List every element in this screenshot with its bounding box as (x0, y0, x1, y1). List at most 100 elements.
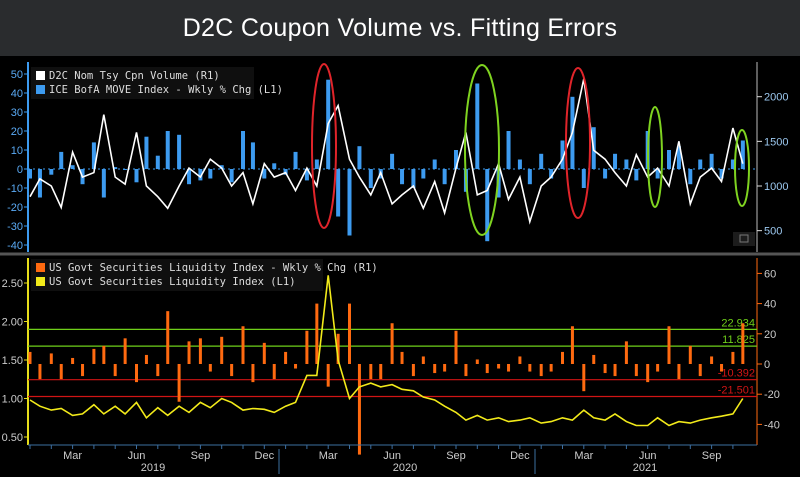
liquidity-chg-bar (741, 323, 745, 364)
liquidity-chg-bar (475, 359, 479, 364)
move-bar (28, 169, 32, 179)
bottom-right-tick-label: 40 (764, 299, 776, 311)
move-bar (560, 140, 565, 169)
move-bar (655, 169, 660, 179)
x-month-label: Sep (191, 450, 211, 462)
liquidity-chg-bar (379, 364, 383, 380)
liquidity-chg-bar (187, 341, 191, 364)
move-bar (549, 169, 554, 179)
liquidity-chg-bar (38, 364, 42, 380)
liquidity-chg-bar (390, 323, 394, 364)
move-bar (165, 131, 170, 169)
move-bar (336, 169, 341, 217)
x-month-label: Sep (446, 450, 466, 462)
move-bar (634, 169, 639, 181)
x-month-label: Mar (319, 450, 338, 462)
chart-type-button[interactable] (733, 232, 755, 246)
liquidity-chg-bar (71, 357, 75, 364)
move-bar (581, 169, 586, 188)
liquidity-chg-bar (613, 364, 617, 377)
bottom-right-tick-label: 20 (764, 329, 776, 341)
x-month-label: Mar (63, 450, 82, 462)
move-bar (59, 151, 64, 169)
move-bar (475, 83, 480, 169)
top-right-tick-label: 1500 (764, 136, 788, 148)
chart-canvas: 50 40 30 20 10 0 -10 -20 -30 -40 2000 1500 1000 500 D2… (0, 56, 800, 477)
reference-line-label: -10.392 (718, 368, 755, 380)
liquidity-chg-bar (507, 364, 511, 372)
top-legend-box (31, 67, 254, 99)
top-left-tick-label: -30 (7, 221, 23, 233)
liquidity-chg-bar (315, 303, 319, 364)
red-ellipse-mar-2020 (311, 63, 337, 229)
move-bar (123, 169, 128, 170)
liquidity-chg-bar (198, 338, 202, 364)
top-left-tick-label: 0 (17, 164, 23, 176)
top-left-tick-label: -20 (7, 202, 23, 214)
bottom-left-tick-label: 1.00 (2, 394, 23, 406)
liquidity-chg-bar (348, 303, 351, 364)
move-bar (250, 142, 255, 169)
annotations (311, 63, 750, 236)
x-month-label: Sep (702, 450, 722, 462)
legend-swatch-liq (36, 277, 45, 286)
reference-line-label: 22.934 (721, 317, 755, 329)
move-bar (539, 153, 544, 169)
bottom-right-tick-label: 60 (764, 268, 776, 280)
liquidity-chg-bar (518, 356, 522, 364)
liquidity-chg-bar (59, 364, 63, 380)
x-year-label: 2021 (633, 462, 657, 474)
move-bar (740, 140, 745, 169)
liquidity-chg-bar (603, 364, 607, 374)
move-bar (613, 153, 618, 169)
liquidity-chg-bar (549, 364, 553, 372)
liquidity-chg-bar (656, 364, 660, 372)
liquidity-chg-bar (582, 364, 586, 392)
x-year-label: 2020 (393, 462, 417, 474)
liquidity-chg-bar (411, 364, 415, 377)
green-ellipse-oct-2021 (734, 129, 750, 207)
move-bar (698, 159, 703, 169)
move-bar (676, 146, 681, 169)
liquidity-chg-bar (369, 364, 373, 380)
move-bar (624, 159, 629, 169)
top-left-tick-label: 10 (11, 145, 23, 157)
x-month-label: Jun (639, 450, 657, 462)
move-bar (357, 146, 362, 169)
liquidity-chg-bar (284, 351, 288, 364)
move-bar (667, 150, 671, 169)
liquidity-chg-bar (677, 364, 681, 380)
liquidity-chg-bar (49, 353, 53, 364)
move-bar (198, 169, 203, 181)
legend-label-liq: US Govt Securities Liquidity Index (L1) (49, 276, 296, 288)
legend-swatch-move (36, 85, 45, 94)
move-bar (113, 167, 118, 169)
x-year-label: 2019 (141, 462, 165, 474)
legend-label-move: ICE BofA MOVE Index - Wkly % Chg (L1) (49, 84, 283, 96)
move-bar (177, 134, 182, 169)
move-bar (241, 131, 245, 169)
bottom-legend-box (31, 259, 323, 291)
reference-line-label: 11.825 (722, 334, 755, 346)
top-left-tick-label: 50 (11, 69, 23, 81)
liquidity-chg-bar (698, 364, 702, 377)
liquidity-chg-bar (294, 364, 298, 369)
move-bar (101, 169, 106, 198)
liquidity-chg-bar (251, 364, 255, 383)
move-bar (517, 159, 522, 169)
x-month-label: Jun (383, 450, 401, 462)
top-right-tick-label: 1000 (764, 181, 788, 193)
move-bar (49, 169, 54, 175)
liquidity-chg-bar (624, 341, 628, 364)
liquidity-chg-bar (421, 356, 425, 364)
liquidity-chg-bar (230, 364, 234, 377)
liquidity-chg-bar (326, 364, 330, 387)
bottom-right-tick-label: 0 (764, 359, 770, 371)
liquidity-chg-bar (156, 364, 160, 377)
bottom-right-tick-label: -20 (764, 389, 780, 401)
liquidity-chg-bar (646, 364, 650, 383)
liquidity-chg-bar (539, 364, 543, 377)
move-bar (272, 163, 277, 169)
bottom-right-tick-label: -40 (764, 419, 780, 431)
liquidity-chg-bar (208, 364, 212, 372)
